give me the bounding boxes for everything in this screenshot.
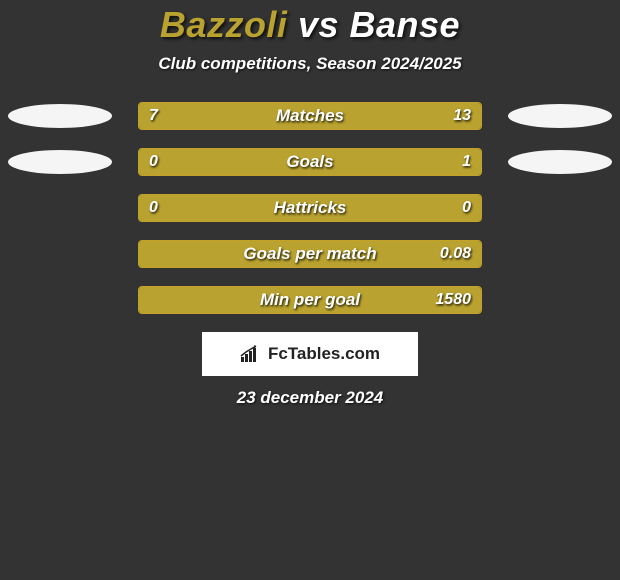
stat-rows: 713Matches 01Goals 00Hattricks 0.08Goals pe… bbox=[0, 102, 620, 314]
page-title: Bazzoli vs Banse bbox=[0, 4, 620, 46]
bar-fill-right bbox=[310, 195, 481, 221]
stat-bar: 713Matches bbox=[138, 102, 482, 130]
stat-row: 713Matches bbox=[8, 102, 612, 130]
team-logo-left bbox=[8, 150, 112, 174]
bar-fill-right bbox=[139, 287, 481, 313]
bar-chart-icon bbox=[240, 345, 262, 363]
snapshot-date: 23 december 2024 bbox=[0, 388, 620, 408]
stat-bar: 1580Min per goal bbox=[138, 286, 482, 314]
stat-row: 1580Min per goal bbox=[8, 286, 612, 314]
title-player-b: Banse bbox=[350, 4, 461, 45]
stat-bar: 01Goals bbox=[138, 148, 482, 176]
stat-row: 0.08Goals per match bbox=[8, 240, 612, 268]
title-vs: vs bbox=[298, 4, 339, 45]
brand-text: FcTables.com bbox=[268, 344, 380, 364]
stat-row: 01Goals bbox=[8, 148, 612, 176]
bar-fill-left bbox=[139, 195, 310, 221]
bar-fill-right bbox=[259, 103, 481, 129]
team-logo-right bbox=[508, 104, 612, 128]
title-player-a: Bazzoli bbox=[160, 4, 288, 45]
stat-row: 00Hattricks bbox=[8, 194, 612, 222]
comparison-card: Bazzoli vs Banse Club competitions, Seas… bbox=[0, 0, 620, 580]
team-logo-right bbox=[508, 150, 612, 174]
bar-fill-left bbox=[139, 103, 259, 129]
stat-bar: 0.08Goals per match bbox=[138, 240, 482, 268]
bar-fill-left bbox=[139, 149, 173, 175]
brand-badge[interactable]: FcTables.com bbox=[202, 332, 418, 376]
bar-fill-right bbox=[139, 241, 481, 267]
subtitle: Club competitions, Season 2024/2025 bbox=[0, 54, 620, 74]
bar-fill-right bbox=[173, 149, 481, 175]
team-logo-left bbox=[8, 104, 112, 128]
stat-bar: 00Hattricks bbox=[138, 194, 482, 222]
